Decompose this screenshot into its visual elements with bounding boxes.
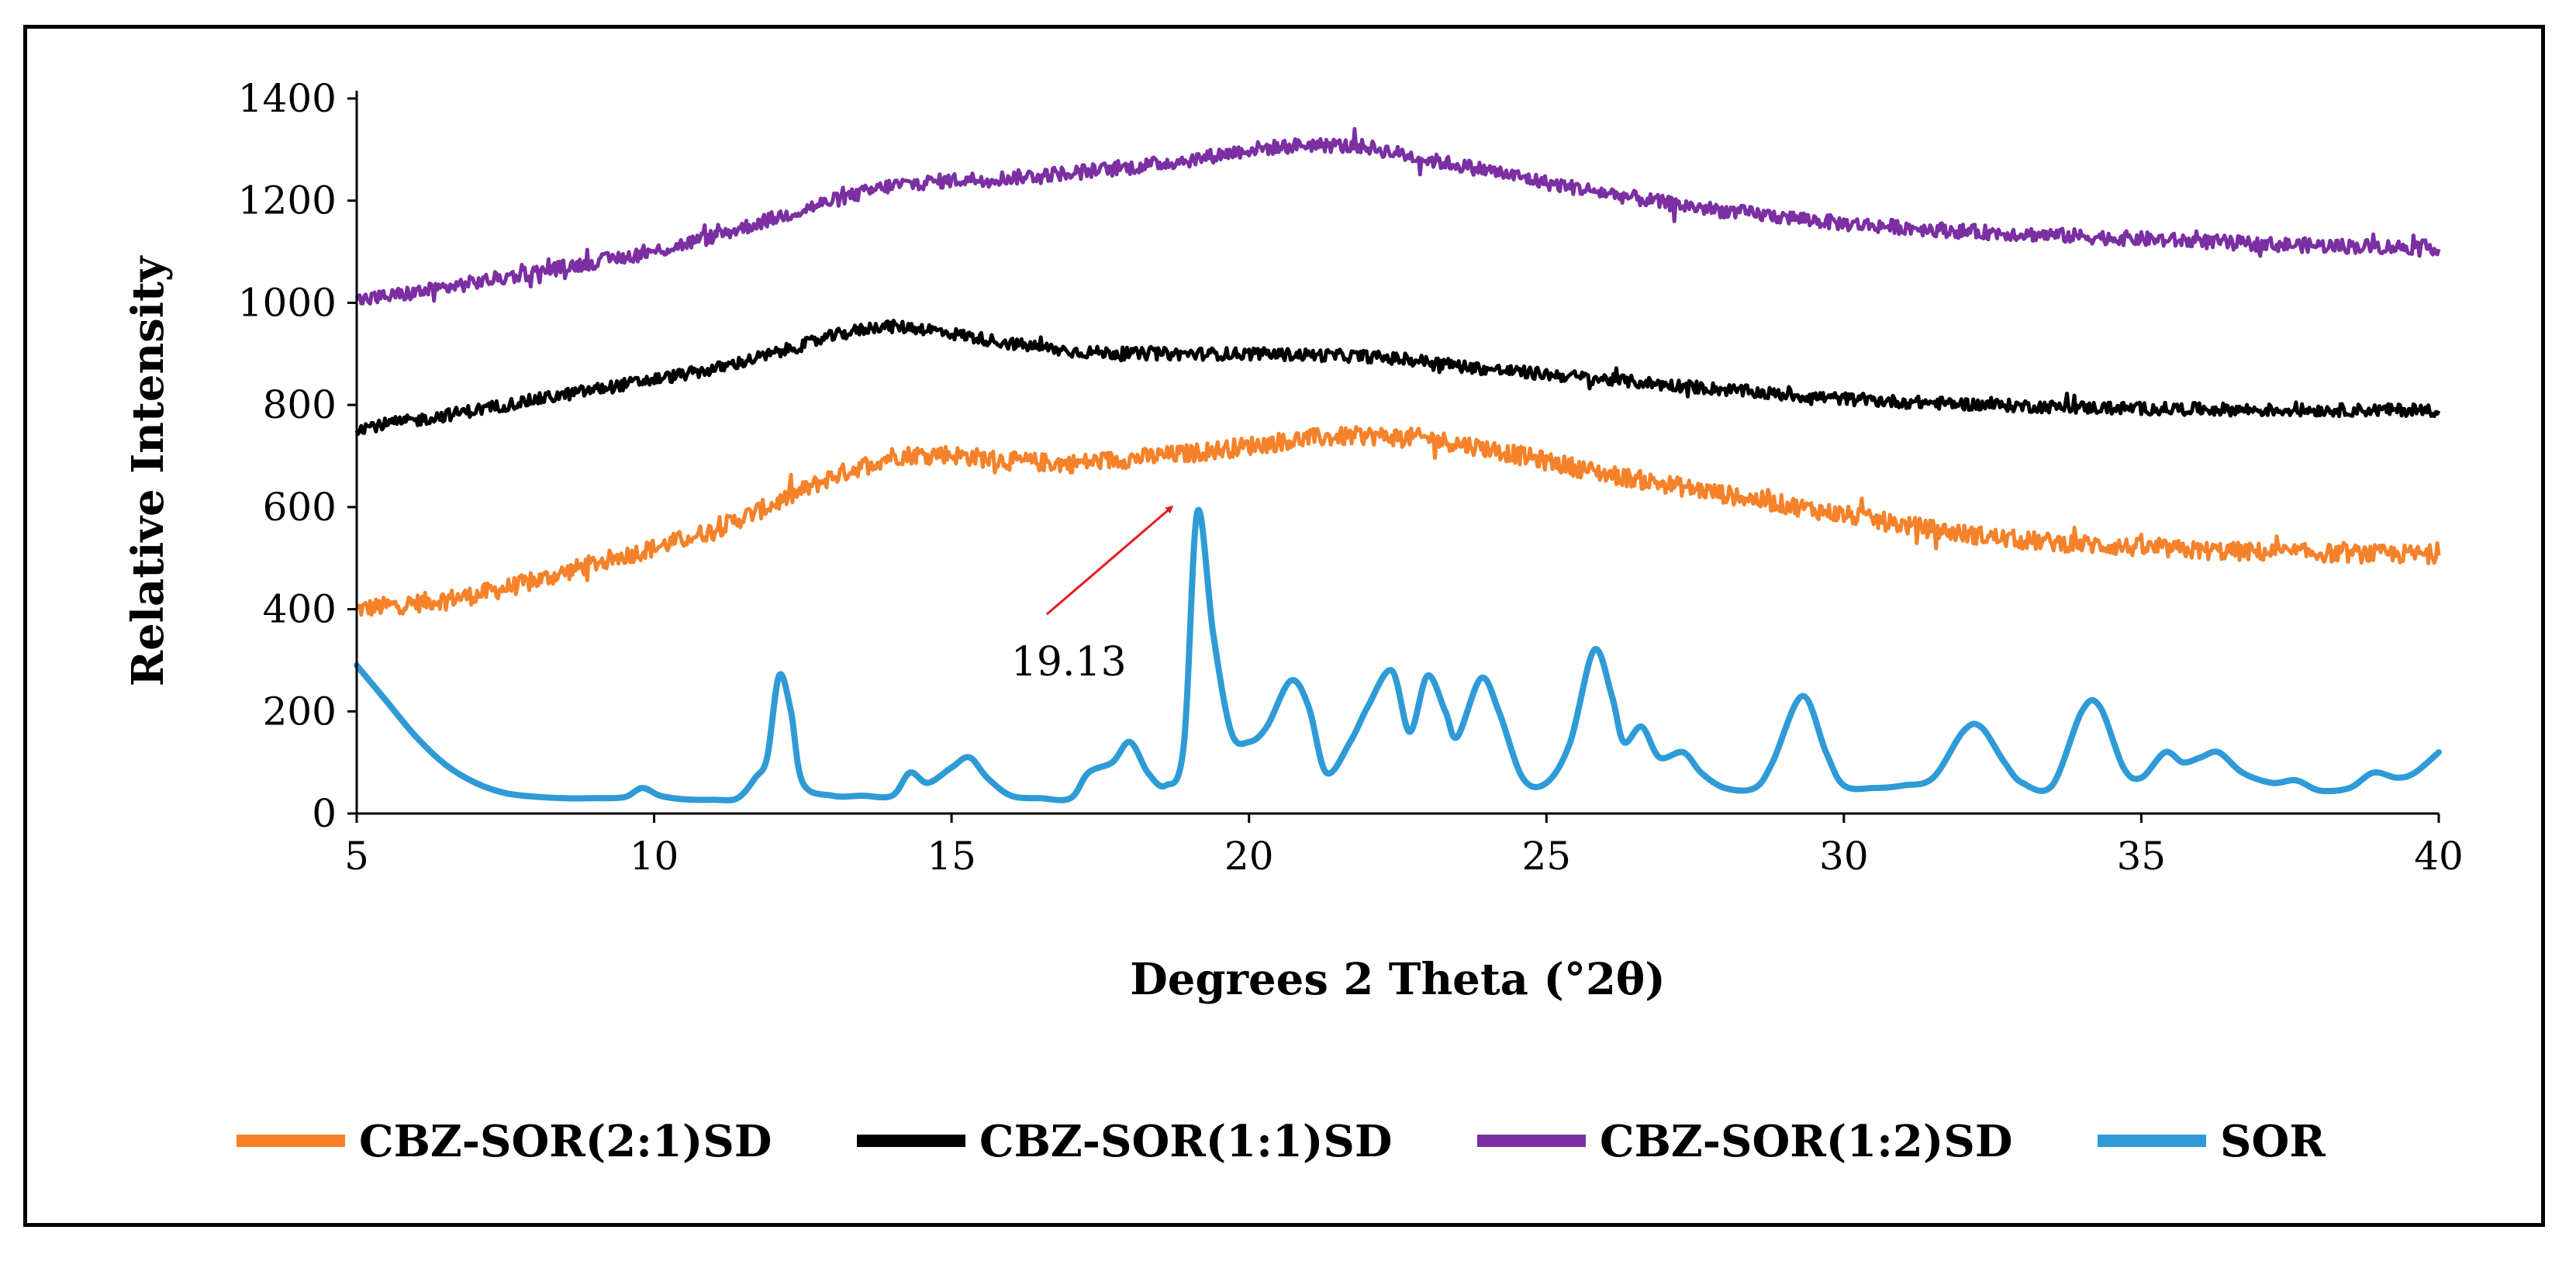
y-tick-label: 1200 xyxy=(238,178,337,223)
legend-label: SOR xyxy=(2220,1116,2326,1167)
y-tick-label: 1400 xyxy=(238,76,337,121)
x-tick-label: 30 xyxy=(1819,834,1869,879)
series-line-cbz-sor-2-1-sd xyxy=(356,425,2441,617)
legend-label: CBZ-SOR(1:1)SD xyxy=(979,1116,1392,1167)
series-layer xyxy=(354,126,2442,803)
series-line-sor xyxy=(354,506,2442,803)
y-tick-label: 1000 xyxy=(238,280,337,325)
ticks-layer: 0 200 400 600 800 1000 1200 1400 5 10 15 20 25 30 35 40 xyxy=(238,76,2464,879)
axes-layer: 0 200 400 600 800 1000 1200 1400 5 10 15 20 25 30 35 40 xyxy=(238,76,2464,879)
legend-label: CBZ-SOR(2:1)SD xyxy=(359,1116,772,1167)
y-tick-label: 400 xyxy=(263,587,337,632)
series-line-cbz-sor-1-2-sd xyxy=(354,126,2441,306)
x-tick-label: 20 xyxy=(1224,834,1274,879)
series-line-cbz-sor-1-1-sd xyxy=(354,318,2441,436)
x-tick-label: 10 xyxy=(630,834,679,879)
legend: CBZ-SOR(2:1)SD CBZ-SOR(1:1)SD CBZ-SOR(1:2)… xyxy=(237,1116,2326,1167)
legend-label: CBZ-SOR(1:2)SD xyxy=(1600,1116,2012,1167)
y-tick-label: 800 xyxy=(263,382,337,427)
x-axis-title: Degrees 2 Theta (°2θ) xyxy=(1130,954,1666,1005)
legend-item: CBZ-SOR(1:2)SD xyxy=(1477,1116,2012,1167)
xrd-chart: 0 200 400 600 800 1000 1200 1400 5 10 15 20 25 30 35 40… xyxy=(123,76,2464,1167)
annotation-label: 19.13 xyxy=(1011,639,1127,686)
x-tick-label: 40 xyxy=(2414,834,2464,879)
legend-item: CBZ-SOR(1:1)SD xyxy=(857,1116,1392,1167)
figure-frame: 0 200 400 600 800 1000 1200 1400 5 10 15 20 25 30 35 40… xyxy=(23,25,2545,1227)
x-tick-label: 35 xyxy=(2117,834,2167,879)
y-tick-label: 0 xyxy=(312,791,337,836)
annotation-arrow xyxy=(1045,505,1174,616)
legend-item: CBZ-SOR(2:1)SD xyxy=(237,1116,772,1167)
x-tick-label: 25 xyxy=(1521,834,1571,879)
x-tick-label: 15 xyxy=(927,834,976,879)
y-axis-title: Relative Intensity xyxy=(123,255,174,686)
y-tick-label: 200 xyxy=(263,689,337,734)
y-tick-label: 600 xyxy=(263,485,337,530)
x-tick-label: 5 xyxy=(344,834,369,879)
legend-item: SOR xyxy=(2098,1116,2326,1167)
